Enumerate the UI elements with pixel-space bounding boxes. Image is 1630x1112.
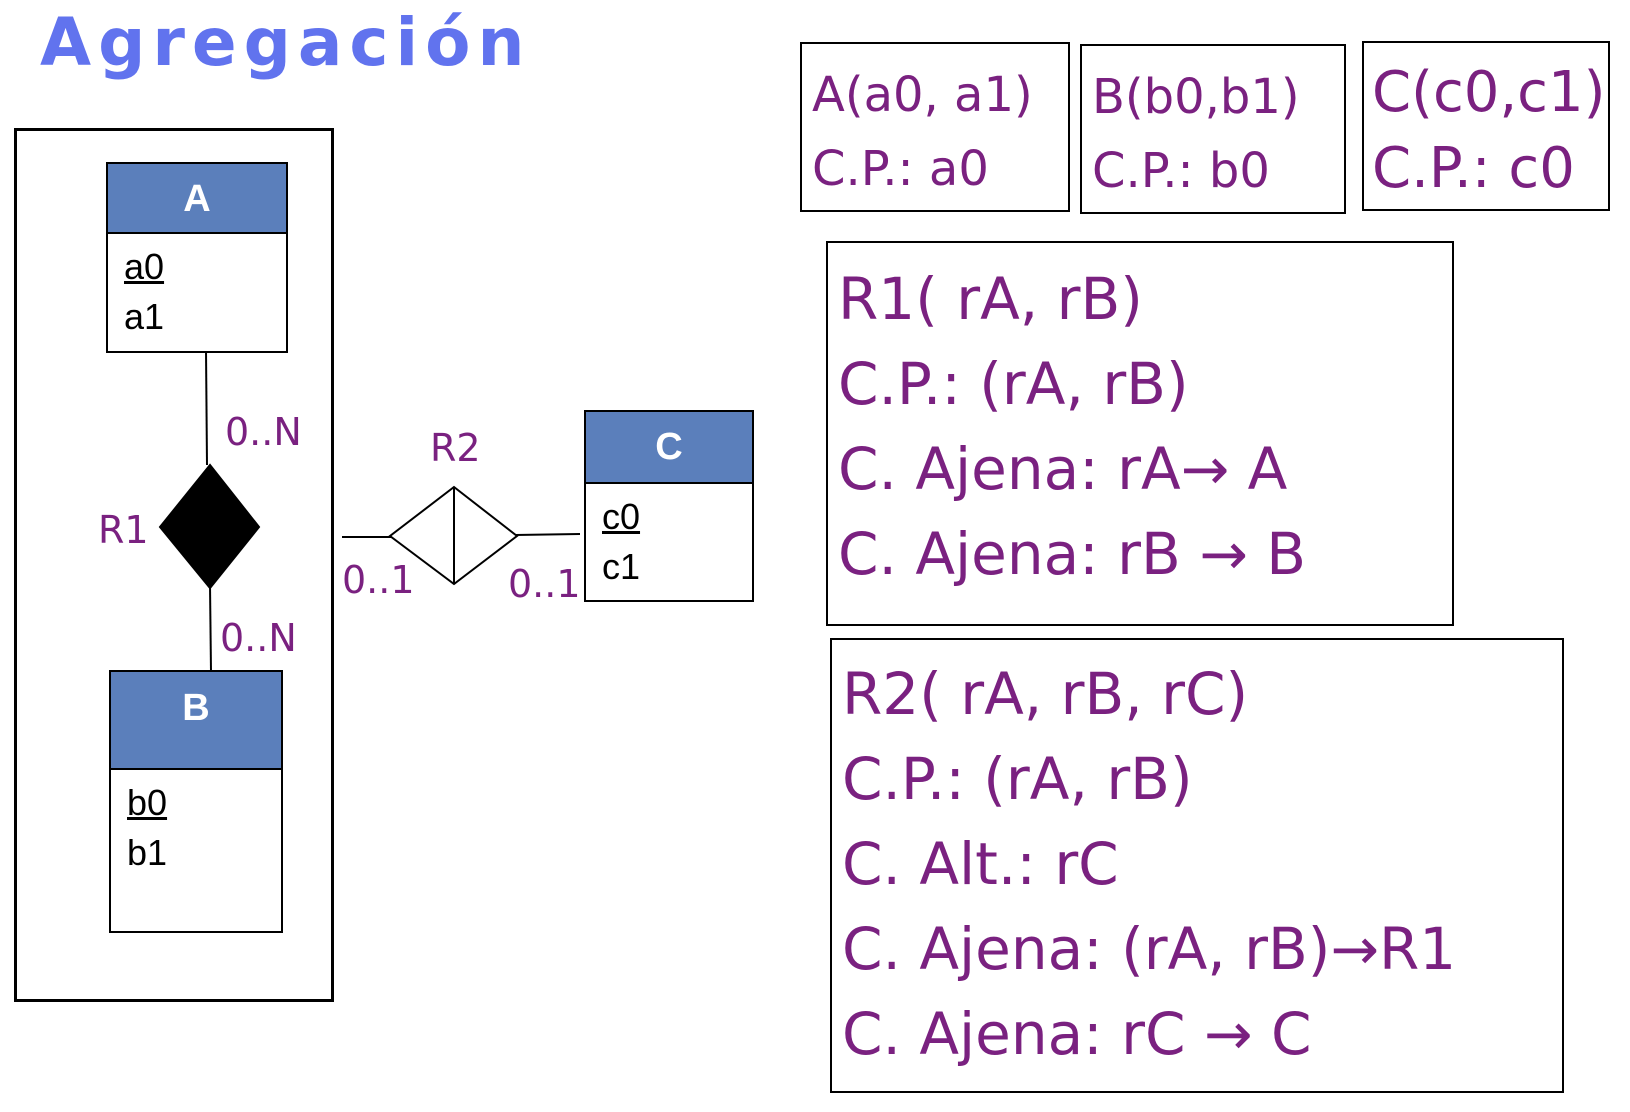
entity-c-attr: c1 xyxy=(602,546,641,587)
schema-r2-line-4: C. Ajena: rC → C xyxy=(842,1000,1312,1068)
schema-a-line2: C.P.: a0 xyxy=(812,141,989,197)
schema-b-line1: B(b0,b1) xyxy=(1092,69,1300,125)
aggregation-box xyxy=(14,128,334,1002)
schema-r2-line-1: C.P.: (rA, rB) xyxy=(842,745,1193,813)
schema-c-line2: C.P.: c0 xyxy=(1372,136,1575,201)
line-r1-b xyxy=(209,584,212,673)
schema-r1-line-3: C. Ajena: rB → B xyxy=(838,520,1307,588)
r2-label: R2 xyxy=(430,426,481,470)
r1-label: R1 xyxy=(98,508,149,552)
entity-c: C c0 c1 xyxy=(584,410,754,602)
line-r2-c xyxy=(514,533,581,536)
schema-r1-line-1: C.P.: (rA, rB) xyxy=(838,350,1189,418)
entity-b-header: B xyxy=(111,672,281,770)
entity-c-header: C xyxy=(586,412,752,484)
line-a-r1 xyxy=(205,349,208,466)
r2-card-right: 0..1 xyxy=(508,562,581,606)
r1-card-bottom: 0..N xyxy=(220,616,297,660)
schema-b-box: B(b0,b1) C.P.: b0 xyxy=(1080,44,1346,214)
schema-r2-line-2: C. Alt.: rC xyxy=(842,830,1119,898)
schema-r2-line-3: C. Ajena: (rA, rB)→R1 xyxy=(842,915,1457,983)
r2-card-left: 0..1 xyxy=(342,558,415,602)
entity-a-attr: a1 xyxy=(124,296,165,337)
schema-r1-box: R1( rA, rB) C.P.: (rA, rB) C. Ajena: rA→… xyxy=(826,241,1454,626)
schema-r1-line-2: C. Ajena: rA→ A xyxy=(838,435,1288,503)
schema-c-box: C(c0,c1) C.P.: c0 xyxy=(1362,41,1610,211)
schema-r2-box: R2( rA, rB, rC) C.P.: (rA, rB) C. Alt.: … xyxy=(830,638,1564,1093)
entity-b-attr: b1 xyxy=(127,832,168,873)
schema-a-line1: A(a0, a1) xyxy=(812,67,1033,123)
entity-a-header: A xyxy=(108,164,286,234)
schema-a-box: A(a0, a1) C.P.: a0 xyxy=(800,42,1070,212)
entity-a: A a0 a1 xyxy=(106,162,288,353)
entity-c-pk: c0 xyxy=(602,496,641,537)
entity-a-pk: a0 xyxy=(124,246,165,287)
schema-c-line1: C(c0,c1) xyxy=(1372,60,1606,125)
entity-b-pk: b0 xyxy=(127,782,168,823)
schema-b-line2: C.P.: b0 xyxy=(1092,143,1270,199)
schema-r1-line-0: R1( rA, rB) xyxy=(838,265,1143,333)
page-title: Agregación xyxy=(40,4,532,81)
r1-card-top: 0..N xyxy=(225,410,302,454)
r1-diamond xyxy=(158,463,261,590)
entity-b: B b0 b1 xyxy=(109,670,283,933)
schema-r2-line-0: R2( rA, rB, rC) xyxy=(842,660,1249,728)
